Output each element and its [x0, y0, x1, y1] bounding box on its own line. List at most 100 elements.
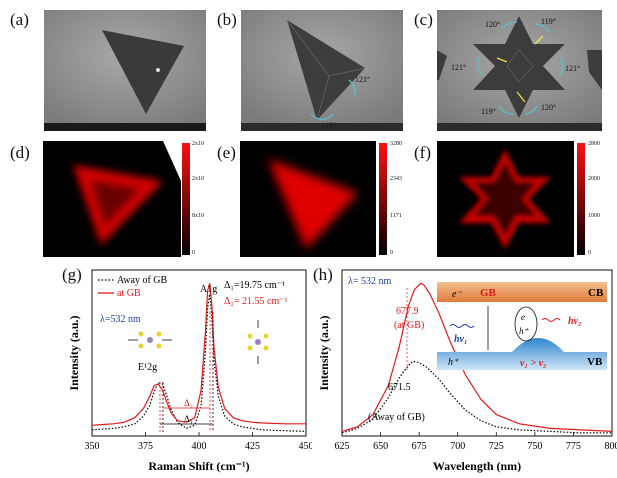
arrow-icon [534, 35, 544, 45]
band-diagram-inset: CB VB GB e⁻ h⁺ e h⁺ hν₁ hν₂ ν₁ > ν₂ [437, 282, 607, 370]
x-axis-label: Wavelength (nm) [433, 459, 521, 473]
x-tick-label: 775 [566, 441, 581, 452]
x-tick-label: 350 [85, 441, 100, 452]
a1g-mode-icon [247, 320, 269, 364]
angle-label: 119° [541, 17, 556, 26]
cb-label: CB [588, 287, 604, 299]
series-line-away-of-gb [341, 360, 612, 434]
angle-label: 121° [451, 63, 466, 72]
pl-map-d-svg [43, 141, 181, 257]
e-small-label: e [521, 312, 525, 322]
colorbar-tick: 2x10 [192, 176, 204, 182]
peak-a1g-label: A1g [200, 284, 217, 295]
peak-e2g-label: E¹2g [138, 362, 157, 373]
x-tick-label: 700 [450, 441, 465, 452]
x-tick-label: 425 [245, 441, 260, 452]
e2g-mode-icon [128, 331, 172, 349]
x-tick-label: 750 [527, 441, 542, 452]
delta2-label: Δ₂= 21.55 cm⁻¹ [224, 296, 288, 307]
peak-away-note: (Away of GB) [368, 412, 425, 423]
colorbar-f [577, 143, 585, 255]
raman-chart-svg: 350 375 400 425 450 Raman Shift (cm⁻¹) Inten… [67, 269, 312, 473]
angle-label: 121° [355, 75, 370, 84]
angle-label: 120° [485, 20, 500, 29]
vb-label: VB [587, 356, 603, 368]
legend-away: Away of GB [117, 275, 168, 286]
panel-label-a: (a) [10, 10, 29, 29]
h-small-label: h⁺ [519, 326, 530, 336]
sem-info-bar [44, 123, 206, 131]
panel-label-g: (g) [62, 265, 82, 284]
laser-label: λ=532 nm [100, 314, 141, 325]
delta1-label: Δ₁=19.75 cm⁻¹ [224, 280, 285, 291]
sem-image-b: 121° 119° [241, 10, 403, 131]
hv1-label: hν₁ [454, 334, 468, 345]
x-tick-label: 650 [373, 441, 388, 452]
raman-chart: 350 375 400 425 450 Raman Shift (cm⁻¹) Inten… [0, 262, 312, 478]
x-axis-label: Raman Shift (cm⁻¹) [148, 459, 249, 473]
pl-map-e [240, 141, 376, 257]
photon-wave-icon [449, 324, 475, 328]
x-tick-label: 725 [489, 441, 504, 452]
y-axis-label: Intensity (a.u.) [67, 315, 81, 390]
series-line-at-gb [91, 283, 306, 426]
electron-label: e⁻ [452, 289, 462, 300]
exciton-loop-icon [514, 306, 538, 342]
x-tick-label: 625 [335, 441, 350, 452]
x-tick-label: 375 [138, 441, 153, 452]
photon-wave-icon [541, 318, 561, 322]
colorbar-tick: 0 [390, 250, 393, 256]
colorbar-tick: 2000 [588, 176, 600, 182]
cb-band [437, 282, 607, 302]
colorbar-tick: 1000 [588, 213, 600, 219]
sem-image-a [44, 10, 206, 131]
colorbar-tick: 0 [192, 250, 195, 256]
pl-chart: 625 650 675 700 725 750 775 800 Wavelength (nm)… [312, 262, 617, 478]
panel-label-c: (c) [414, 10, 433, 29]
colorbar-tick: 8x10 [192, 213, 204, 219]
angle-label: 121° [565, 64, 580, 73]
sem-image-b-svg: 121° 119° [241, 10, 403, 131]
colorbar-tick: 3280 [390, 141, 402, 147]
grain-flake [287, 20, 365, 120]
plot-frame [341, 269, 613, 437]
star-flake [473, 16, 565, 118]
colorbar-tick: 0 [588, 250, 591, 256]
colorbar-tick: 2800 [588, 141, 600, 147]
panel-label-e: (e) [217, 143, 236, 162]
triangle-flake [102, 30, 184, 114]
sem-info-bar [437, 123, 602, 131]
vb-band [437, 338, 607, 370]
peak-gb-value: 677.9 [396, 306, 419, 317]
gb-label: GB [480, 287, 497, 299]
pl-map-f [437, 141, 574, 257]
arrow-icon [496, 57, 508, 63]
pl-chart-svg: 625 650 675 700 725 750 775 800 Wavelength (nm)… [317, 269, 617, 473]
y-axis-label: Intensity (a.u.) [317, 315, 331, 390]
hv2-label: hν₂ [568, 316, 582, 327]
panel-label-b: (b) [217, 10, 237, 29]
angle-arc-icon [310, 113, 334, 120]
colorbar-tick: 2343 [390, 176, 402, 182]
sem-image-c-svg: 120° 119° 121° 121° 119° 120° [437, 10, 602, 131]
series-line-at-gb [341, 282, 613, 432]
panel-label-f: (f) [414, 143, 431, 162]
relation-label: ν₁ > ν₂ [520, 358, 547, 369]
pl-map-e-svg [240, 141, 376, 257]
legend-gb: at GB [117, 288, 141, 299]
x-tick-label: 400 [192, 441, 207, 452]
panel-label-h: (h) [313, 265, 333, 284]
colorbar-d [182, 143, 190, 255]
arrow-icon [516, 91, 526, 103]
pl-map-d [43, 141, 181, 257]
colorbar-tick: 2x10 [192, 141, 204, 147]
delta2-marker: Δ₂ [184, 398, 193, 408]
sem-info-bar [241, 123, 403, 131]
peak-gb-note: (at GB) [394, 320, 424, 331]
peak-away-value: 671.5 [388, 382, 411, 393]
x-tick-label: 800 [605, 441, 617, 452]
angle-label: 119° [481, 107, 496, 116]
sem-image-a-svg [44, 10, 206, 131]
angle-label: 120° [541, 103, 556, 112]
panel-label-d: (d) [10, 143, 30, 162]
